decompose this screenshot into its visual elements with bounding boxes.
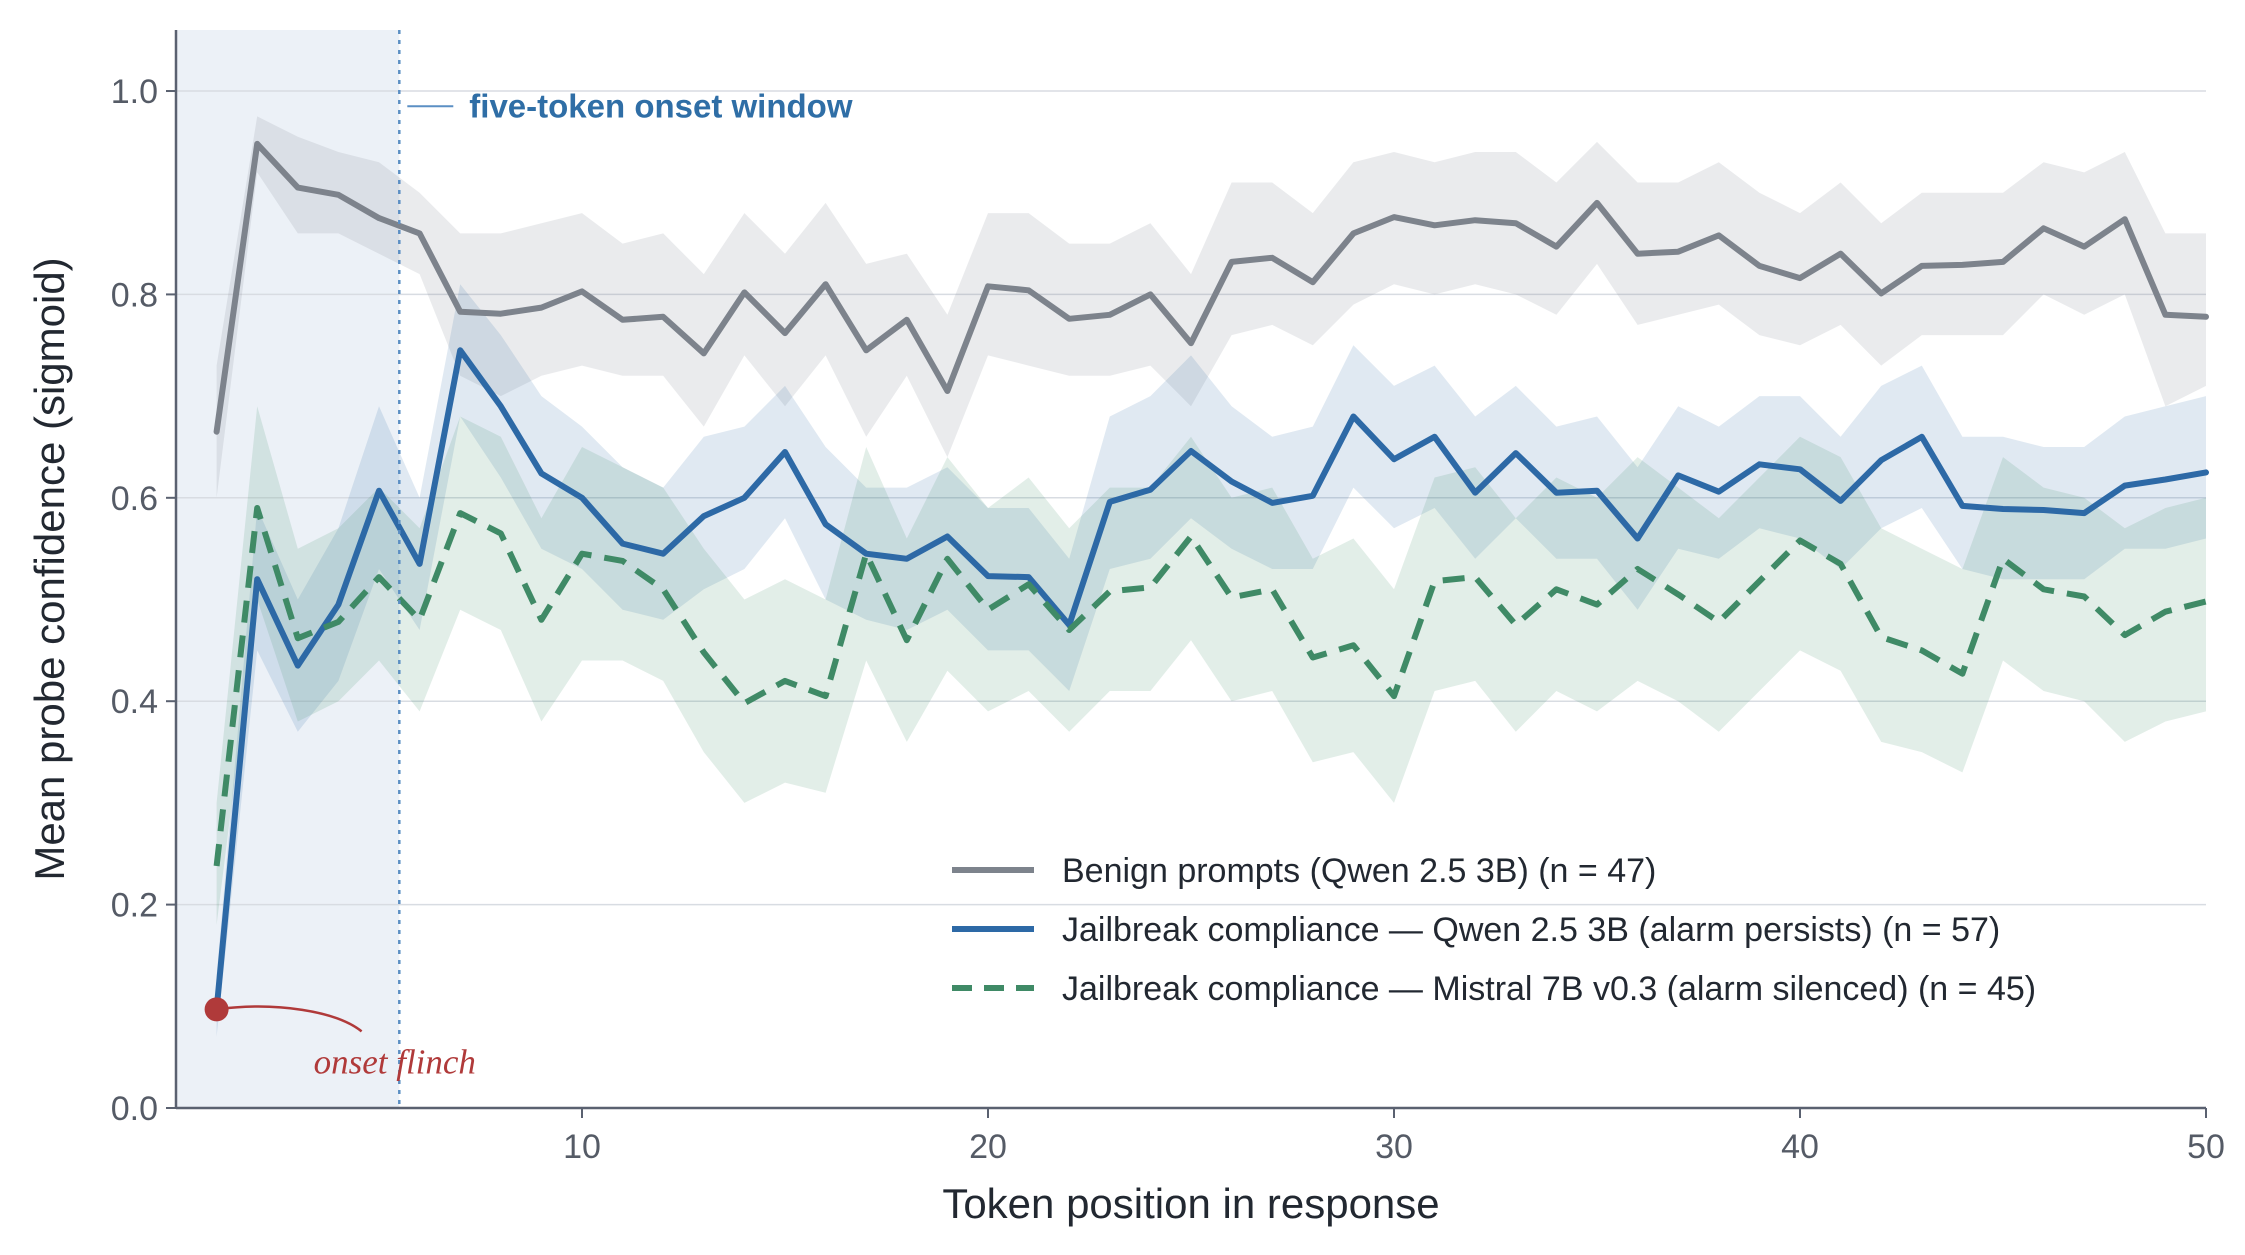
series-line-3 bbox=[213, 505, 2207, 867]
y-tick-label: 1.0 bbox=[111, 73, 158, 111]
confidence-band-series-2 bbox=[216, 284, 2207, 1037]
y-tick-label: 0.6 bbox=[111, 480, 158, 518]
x-tick-label: 20 bbox=[969, 1128, 1007, 1166]
onset-flinch-marker bbox=[204, 997, 229, 1022]
y-tick-label: 0.0 bbox=[111, 1090, 158, 1128]
legend-label-1: Benign prompts (Qwen 2.5 3B) (n = 47) bbox=[1062, 852, 1656, 890]
legend: Benign prompts (Qwen 2.5 3B) (n = 47) Jai… bbox=[952, 852, 2036, 1008]
onset-window-label: five-token onset window bbox=[469, 87, 853, 124]
x-tick-label: 50 bbox=[2187, 1128, 2225, 1166]
y-tick-label: 0.4 bbox=[111, 683, 158, 721]
x-axis-title: Token position in response bbox=[942, 1180, 1439, 1227]
legend-label-3: Jailbreak compliance — Mistral 7B v0.3 (… bbox=[1062, 970, 2036, 1008]
y-tick-label: 0.8 bbox=[111, 276, 158, 314]
axes-layer: 0.0 0.2 0.4 0.6 0.8 1.0 10 20 30 40 50 Token positi… bbox=[26, 30, 2225, 1227]
x-tick-label: 30 bbox=[1375, 1128, 1413, 1166]
y-axis-title: Mean probe confidence (sigmoid) bbox=[26, 257, 73, 880]
series-line-1 bbox=[213, 140, 2209, 435]
x-tick-label: 40 bbox=[1781, 1128, 1819, 1166]
legend-label-2: Jailbreak compliance — Qwen 2.5 3B (alar… bbox=[1062, 911, 2000, 949]
annotations-layer: five-token onset window onset flinch bbox=[204, 30, 853, 1108]
x-tick-label: 10 bbox=[563, 1128, 601, 1166]
series-line-2 bbox=[213, 347, 2209, 1013]
onset-flinch-label: onset flinch bbox=[314, 1042, 476, 1081]
y-tick-label: 0.2 bbox=[111, 887, 158, 925]
series-lines-layer bbox=[213, 140, 2209, 1013]
onset-flinch-leader bbox=[216, 1005, 363, 1033]
confidence-band-series-3 bbox=[216, 406, 2207, 925]
confidence-bands-layer bbox=[216, 116, 2207, 1037]
